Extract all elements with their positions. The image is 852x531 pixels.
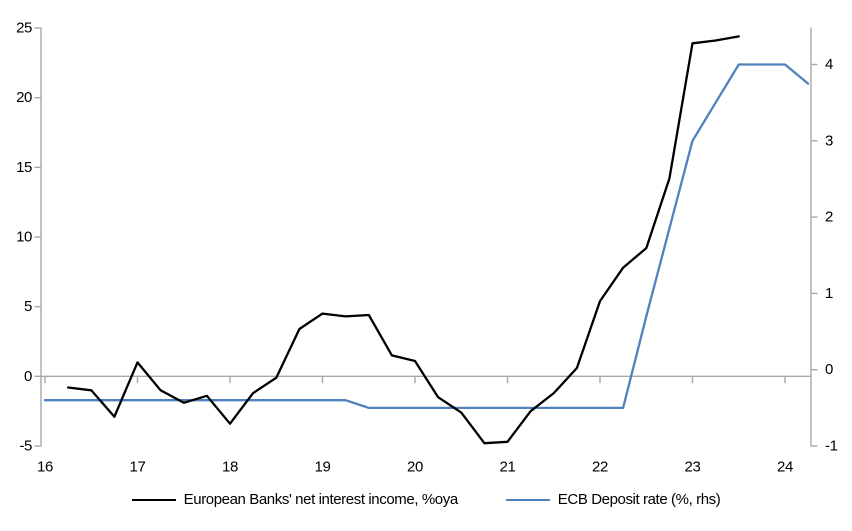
x-axis-tick-label: 19 [315,458,331,475]
black-line-swatch [131,498,176,501]
left-axis-tick-label: -5 [19,438,32,455]
x-axis-tick-label: 18 [222,458,238,475]
x-axis-tick-label: 21 [500,458,516,475]
legend-item-net-interest-income: European Banks' net interest income, %oy… [131,491,459,508]
legend-label-net-interest-income: European Banks' net interest income, %oy… [183,491,459,508]
legend-item-ecb-deposit-rate: ECB Deposit rate (%, rhs) [505,491,721,508]
left-y-axis: 25 20 15 10 5 0 -5 [16,20,42,455]
left-axis-tick-label: 20 [16,89,32,106]
right-axis-tick-label: 1 [825,285,833,302]
net-interest-income-line [66,35,740,445]
right-axis-tick-label: -1 [825,438,838,455]
data-series-lines [43,35,810,445]
chart-legend: European Banks' net interest income, %oy… [0,491,852,508]
x-axis-tick-label: 24 [777,458,793,475]
right-axis-tick-label: 0 [825,361,833,378]
right-axis-tick-label: 2 [825,209,833,226]
x-axis-tick-label: 17 [130,458,146,475]
legend-label-ecb-deposit-rate: ECB Deposit rate (%, rhs) [557,491,721,508]
x-axis: 16 17 18 19 20 21 22 23 24 [37,376,793,475]
left-axis-tick-label: 25 [16,20,32,37]
right-axis-tick-label: 3 [825,132,833,149]
left-axis-tick-label: 15 [16,159,32,176]
left-axis-tick-label: 10 [16,229,32,246]
blue-line-swatch [505,498,550,501]
right-y-axis: 4 3 2 1 0 -1 [810,27,838,455]
x-axis-tick-label: 23 [685,458,701,475]
x-axis-tick-label: 16 [37,458,53,475]
x-axis-tick-label: 22 [592,458,608,475]
right-axis-tick-label: 4 [825,56,833,73]
left-axis-tick-label: 5 [24,298,32,315]
ecb-deposit-rate-line [43,63,810,410]
x-axis-tick-label: 20 [407,458,423,475]
left-axis-tick-label: 0 [24,368,32,385]
